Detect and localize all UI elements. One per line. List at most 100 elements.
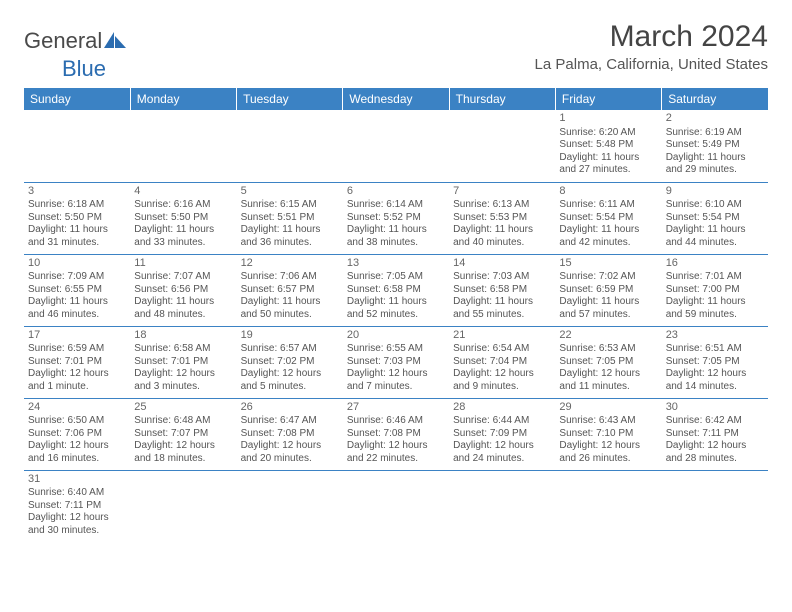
- sunrise-text: Sunrise: 6:53 AM: [559, 343, 657, 356]
- sunrise-text: Sunrise: 7:02 AM: [559, 271, 657, 284]
- day-info: Sunrise: 7:09 AMSunset: 6:55 PMDaylight:…: [28, 271, 126, 321]
- day-number: 25: [134, 401, 232, 415]
- calendar-day-cell: 8Sunrise: 6:11 AMSunset: 5:54 PMDaylight…: [555, 182, 661, 254]
- day-info: Sunrise: 6:57 AMSunset: 7:02 PMDaylight:…: [241, 343, 339, 393]
- day-number: 6: [347, 185, 445, 199]
- location-text: La Palma, California, United States: [535, 56, 768, 73]
- day-info: Sunrise: 6:54 AMSunset: 7:04 PMDaylight:…: [453, 343, 551, 393]
- day-number: 18: [134, 329, 232, 343]
- day-number: 16: [666, 257, 764, 271]
- daylight-text: Daylight: 11 hours and 52 minutes.: [347, 296, 445, 321]
- weekday-header: Tuesday: [237, 88, 343, 110]
- day-number: 30: [666, 401, 764, 415]
- sunrise-text: Sunrise: 6:13 AM: [453, 199, 551, 212]
- calendar-day-cell: 4Sunrise: 6:16 AMSunset: 5:50 PMDaylight…: [130, 182, 236, 254]
- day-info: Sunrise: 6:13 AMSunset: 5:53 PMDaylight:…: [453, 199, 551, 249]
- logo: GeneralBlue: [24, 28, 126, 82]
- sunrise-text: Sunrise: 6:47 AM: [241, 415, 339, 428]
- calendar-day-cell: 20Sunrise: 6:55 AMSunset: 7:03 PMDayligh…: [343, 326, 449, 398]
- daylight-text: Daylight: 11 hours and 38 minutes.: [347, 224, 445, 249]
- calendar-week-row: 10Sunrise: 7:09 AMSunset: 6:55 PMDayligh…: [24, 254, 768, 326]
- daylight-text: Daylight: 11 hours and 59 minutes.: [666, 296, 764, 321]
- sunset-text: Sunset: 7:08 PM: [241, 428, 339, 441]
- sunrise-text: Sunrise: 7:06 AM: [241, 271, 339, 284]
- day-number: 23: [666, 329, 764, 343]
- daylight-text: Daylight: 11 hours and 46 minutes.: [28, 296, 126, 321]
- sunset-text: Sunset: 6:58 PM: [453, 284, 551, 297]
- calendar-day-cell: [130, 110, 236, 182]
- daylight-text: Daylight: 12 hours and 7 minutes.: [347, 368, 445, 393]
- day-number: 27: [347, 401, 445, 415]
- calendar-day-cell: 7Sunrise: 6:13 AMSunset: 5:53 PMDaylight…: [449, 182, 555, 254]
- daylight-text: Daylight: 11 hours and 55 minutes.: [453, 296, 551, 321]
- sunset-text: Sunset: 7:06 PM: [28, 428, 126, 441]
- sunset-text: Sunset: 7:03 PM: [347, 356, 445, 369]
- sunrise-text: Sunrise: 6:11 AM: [559, 199, 657, 212]
- day-info: Sunrise: 7:06 AMSunset: 6:57 PMDaylight:…: [241, 271, 339, 321]
- sunset-text: Sunset: 5:54 PM: [559, 212, 657, 225]
- day-number: 22: [559, 329, 657, 343]
- sunset-text: Sunset: 7:05 PM: [666, 356, 764, 369]
- calendar-day-cell: [449, 110, 555, 182]
- calendar-week-row: 1Sunrise: 6:20 AMSunset: 5:48 PMDaylight…: [24, 110, 768, 182]
- calendar-day-cell: [449, 470, 555, 542]
- calendar-day-cell: 11Sunrise: 7:07 AMSunset: 6:56 PMDayligh…: [130, 254, 236, 326]
- sunrise-text: Sunrise: 6:55 AM: [347, 343, 445, 356]
- sunset-text: Sunset: 5:49 PM: [666, 139, 764, 152]
- calendar-day-cell: 14Sunrise: 7:03 AMSunset: 6:58 PMDayligh…: [449, 254, 555, 326]
- sunrise-text: Sunrise: 6:43 AM: [559, 415, 657, 428]
- day-info: Sunrise: 6:40 AMSunset: 7:11 PMDaylight:…: [28, 487, 126, 537]
- daylight-text: Daylight: 11 hours and 33 minutes.: [134, 224, 232, 249]
- calendar-day-cell: [237, 470, 343, 542]
- sunrise-text: Sunrise: 6:40 AM: [28, 487, 126, 500]
- day-info: Sunrise: 6:55 AMSunset: 7:03 PMDaylight:…: [347, 343, 445, 393]
- calendar-day-cell: 6Sunrise: 6:14 AMSunset: 5:52 PMDaylight…: [343, 182, 449, 254]
- sunset-text: Sunset: 5:48 PM: [559, 139, 657, 152]
- daylight-text: Daylight: 12 hours and 24 minutes.: [453, 440, 551, 465]
- day-number: 8: [559, 185, 657, 199]
- day-info: Sunrise: 6:58 AMSunset: 7:01 PMDaylight:…: [134, 343, 232, 393]
- sunrise-text: Sunrise: 6:59 AM: [28, 343, 126, 356]
- sunrise-text: Sunrise: 6:51 AM: [666, 343, 764, 356]
- daylight-text: Daylight: 11 hours and 42 minutes.: [559, 224, 657, 249]
- sunrise-text: Sunrise: 6:46 AM: [347, 415, 445, 428]
- daylight-text: Daylight: 11 hours and 57 minutes.: [559, 296, 657, 321]
- sunrise-text: Sunrise: 7:09 AM: [28, 271, 126, 284]
- sunset-text: Sunset: 7:01 PM: [134, 356, 232, 369]
- calendar-body: 1Sunrise: 6:20 AMSunset: 5:48 PMDaylight…: [24, 110, 768, 542]
- calendar-day-cell: 28Sunrise: 6:44 AMSunset: 7:09 PMDayligh…: [449, 398, 555, 470]
- day-info: Sunrise: 6:18 AMSunset: 5:50 PMDaylight:…: [28, 199, 126, 249]
- sunrise-text: Sunrise: 6:18 AM: [28, 199, 126, 212]
- sunrise-text: Sunrise: 6:16 AM: [134, 199, 232, 212]
- day-number: 24: [28, 401, 126, 415]
- daylight-text: Daylight: 12 hours and 9 minutes.: [453, 368, 551, 393]
- sunrise-text: Sunrise: 6:19 AM: [666, 127, 764, 140]
- sunrise-text: Sunrise: 6:44 AM: [453, 415, 551, 428]
- sunset-text: Sunset: 7:04 PM: [453, 356, 551, 369]
- sunrise-text: Sunrise: 6:58 AM: [134, 343, 232, 356]
- day-number: 17: [28, 329, 126, 343]
- daylight-text: Daylight: 12 hours and 22 minutes.: [347, 440, 445, 465]
- sunset-text: Sunset: 5:53 PM: [453, 212, 551, 225]
- daylight-text: Daylight: 12 hours and 26 minutes.: [559, 440, 657, 465]
- calendar-day-cell: 19Sunrise: 6:57 AMSunset: 7:02 PMDayligh…: [237, 326, 343, 398]
- logo-text: GeneralBlue: [24, 28, 126, 82]
- sunset-text: Sunset: 5:54 PM: [666, 212, 764, 225]
- sunrise-text: Sunrise: 7:03 AM: [453, 271, 551, 284]
- sunset-text: Sunset: 5:51 PM: [241, 212, 339, 225]
- sunset-text: Sunset: 7:09 PM: [453, 428, 551, 441]
- daylight-text: Daylight: 11 hours and 31 minutes.: [28, 224, 126, 249]
- calendar-day-cell: [343, 110, 449, 182]
- day-info: Sunrise: 7:07 AMSunset: 6:56 PMDaylight:…: [134, 271, 232, 321]
- sunset-text: Sunset: 5:50 PM: [134, 212, 232, 225]
- weekday-header: Wednesday: [343, 88, 449, 110]
- title-block: March 2024 La Palma, California, United …: [535, 20, 768, 73]
- sunrise-text: Sunrise: 7:05 AM: [347, 271, 445, 284]
- calendar-week-row: 17Sunrise: 6:59 AM Sunset: 7:01 PM Dayligh…: [24, 326, 768, 398]
- calendar-day-cell: [555, 470, 661, 542]
- calendar-day-cell: 22Sunrise: 6:53 AMSunset: 7:05 PMDayligh…: [555, 326, 661, 398]
- sunset-text: Sunset: 6:56 PM: [134, 284, 232, 297]
- weekday-header: Monday: [130, 88, 236, 110]
- calendar-day-cell: [130, 470, 236, 542]
- day-number: 3: [28, 185, 126, 199]
